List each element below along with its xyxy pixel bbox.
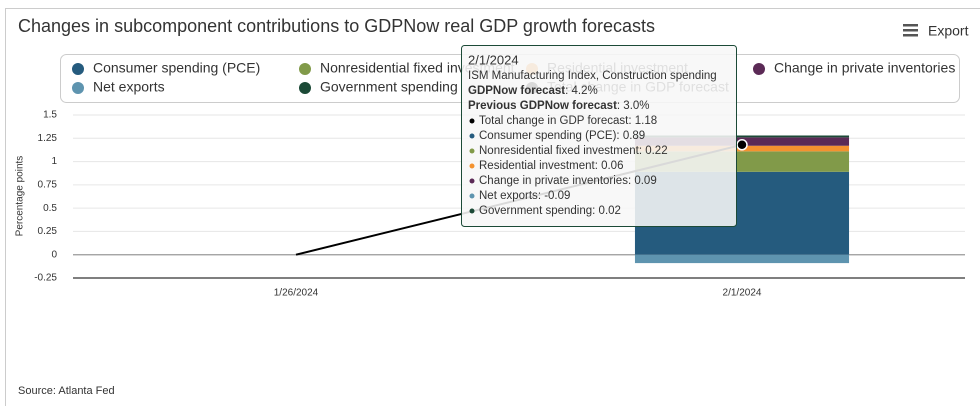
tooltip-series-value: 0.89 (623, 130, 645, 142)
tooltip-series-value: 1.18 (635, 115, 657, 127)
separator: : (628, 115, 634, 127)
legend-marker (72, 63, 84, 75)
tooltip-series-value: -0.09 (544, 190, 570, 202)
tooltip-marker (469, 208, 475, 214)
tooltip-series-name: Change in private inventories (479, 175, 628, 187)
tooltip-series-name: Net exports (479, 190, 538, 202)
separator: : (639, 145, 645, 157)
legend-label: Net exports (93, 79, 165, 95)
legend-label: Consumer spending (PCE) (93, 60, 260, 76)
y-tick-label: 0.25 (38, 226, 58, 237)
total-point (736, 139, 748, 151)
source: Source: Atlanta Fed (18, 385, 115, 397)
export-button[interactable]: Export (903, 23, 969, 39)
tooltip-series-name: Residential investment (479, 160, 596, 172)
tooltip-subtitle: ISM Manufacturing Index, Construction sp… (468, 70, 717, 82)
tooltip-marker (469, 118, 475, 124)
tooltip-series-name: Consumer spending (PCE) (479, 130, 617, 142)
tooltip-marker (469, 133, 475, 139)
tooltip-forecast: GDPNow forecast: 4.2% (468, 85, 598, 97)
tooltip-row: Consumer spending (PCE): 0.89 (479, 130, 645, 142)
tooltip-row: Net exports: -0.09 (479, 190, 570, 202)
separator: : (538, 190, 544, 202)
tooltip-series-name: Total change in GDP forecast (479, 115, 629, 127)
y-tick-label: 1.25 (38, 133, 58, 144)
y-tick-label: -0.25 (34, 273, 57, 284)
bar-segment (634, 135, 850, 138)
tooltip-series-value: 0.09 (634, 175, 656, 187)
tooltip-series-value: 0.22 (645, 145, 667, 157)
tooltip-series-name: Nonresidential fixed investment (479, 145, 640, 157)
separator: : (595, 160, 601, 172)
tooltip-marker (469, 163, 475, 169)
y-tick-label: 0.5 (43, 203, 57, 214)
tooltip-row: Government spending: 0.02 (479, 205, 621, 217)
separator: : (628, 175, 634, 187)
tooltip-row: Change in private inventories: 0.09 (479, 175, 657, 187)
chart-title: Changes in subcomponent contributions to… (18, 16, 655, 36)
tooltip-forecast-value: 4.2% (572, 85, 598, 97)
tooltip-box (461, 45, 737, 227)
tooltip-series-value: 0.02 (599, 205, 621, 217)
legend-marker (72, 82, 84, 94)
legend-marker (299, 82, 311, 94)
y-axis-label: Percentage points (15, 156, 26, 237)
menu-icon-bar (903, 29, 918, 32)
tooltip-series-value: 0.06 (601, 160, 623, 172)
separator: : (592, 205, 598, 217)
menu-icon-bar (903, 24, 918, 27)
y-tick-label: 0.75 (38, 179, 58, 190)
x-tick-label: 1/26/2024 (274, 288, 319, 299)
separator: : (565, 85, 571, 97)
y-tick-label: 1 (51, 156, 57, 167)
tooltip-marker (469, 148, 475, 154)
tooltip-row: Residential investment: 0.06 (479, 160, 623, 172)
legend-label: Change in private inventories (774, 60, 955, 76)
legend-label: Government spending (320, 79, 458, 95)
tooltip-previous-value: 3.0% (623, 100, 649, 112)
tooltip-marker (469, 193, 475, 199)
export-label[interactable]: Export (928, 23, 969, 39)
tooltip-previous: Previous GDPNow forecast: 3.0% (468, 100, 650, 112)
tooltip-forecast-label: GDPNow forecast (468, 85, 565, 97)
menu-icon-bar (903, 34, 918, 37)
legend-marker (753, 63, 765, 75)
y-tick-label: 0 (51, 249, 57, 260)
x-tick-label: 2/1/2024 (723, 288, 762, 299)
separator: : (617, 100, 623, 112)
tooltip-row: Total change in GDP forecast: 1.18 (479, 115, 657, 127)
separator: : (616, 130, 622, 142)
bar-segment (634, 254, 850, 264)
y-tick-label: 1.5 (43, 110, 57, 121)
tooltip-previous-label: Previous GDPNow forecast (468, 100, 617, 112)
tooltip-date: 2/1/2024 (468, 52, 519, 67)
legend-marker (299, 63, 311, 75)
tooltip-row: Nonresidential fixed investment: 0.22 (479, 145, 668, 157)
tooltip-series-name: Government spending (479, 205, 592, 217)
tooltip-marker (469, 178, 475, 184)
